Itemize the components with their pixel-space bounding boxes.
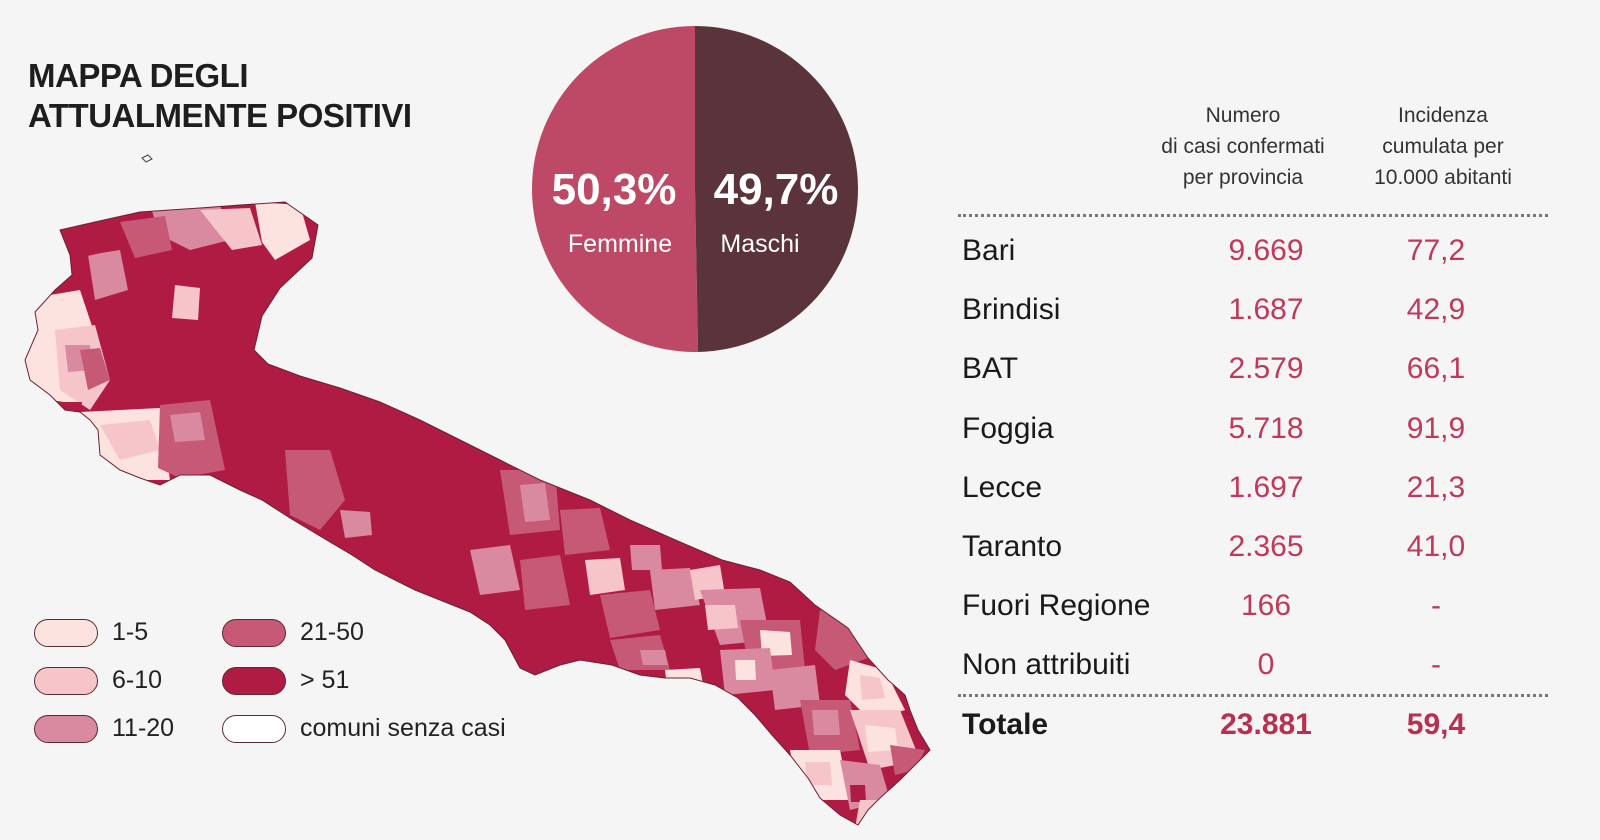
legend-item-1-5: 1-5 xyxy=(34,618,148,647)
legend-swatch xyxy=(34,666,98,695)
pie-slice-male xyxy=(695,26,858,352)
table-row: Bari 9.669 77,2 xyxy=(958,234,1558,284)
province-cases: 166 xyxy=(1240,589,1292,622)
province-name: Brindisi xyxy=(962,293,1061,326)
legend-label: 6-10 xyxy=(112,666,163,694)
province-cases: 1.697 xyxy=(1228,471,1304,504)
legend-item-over-51: > 51 xyxy=(222,666,349,695)
province-name: Lecce xyxy=(962,471,1043,504)
legend-swatch xyxy=(222,666,286,695)
gender-pie: 50,3% Femmine 49,7% Maschi xyxy=(531,26,858,353)
header-divider xyxy=(958,214,1548,217)
table-row: Taranto 2.365 41,0 xyxy=(958,530,1558,580)
table-row: Fuori Regione 166 - xyxy=(958,589,1558,639)
male-percent: 49,7% xyxy=(714,165,839,214)
province-name: Fuori Regione xyxy=(962,589,1151,622)
province-incidence: 21,3 xyxy=(1406,471,1466,504)
total-cases: 23.881 xyxy=(1220,708,1312,741)
province-incidence: 41,0 xyxy=(1406,530,1466,563)
province-incidence: - xyxy=(1431,648,1441,681)
province-name: Taranto xyxy=(962,530,1063,563)
legend-swatch xyxy=(222,618,286,647)
province-cases: 2.365 xyxy=(1228,530,1304,563)
legend-swatch xyxy=(34,714,98,743)
column-header-incidence: Incidenza cumulata per 10.000 abitanti xyxy=(1374,104,1512,189)
province-cases: 2.579 xyxy=(1228,352,1304,385)
province-name: Foggia xyxy=(962,412,1054,445)
legend-label: 21-50 xyxy=(300,618,364,646)
legend-swatch xyxy=(222,714,286,743)
province-cases: 1.687 xyxy=(1228,293,1304,326)
province-cases: 0 xyxy=(1257,648,1275,681)
female-percent: 50,3% xyxy=(552,165,677,214)
table-row-total: Totale 23.881 59,4 xyxy=(958,708,1558,758)
province-incidence: 77,2 xyxy=(1406,234,1466,267)
province-name: BAT xyxy=(962,352,1019,385)
legend-item-6-10: 6-10 xyxy=(34,666,162,695)
map-title: MAPPA DEGLI ATTUALMENTE POSITIVI xyxy=(28,56,412,136)
table-row: Non attribuiti 0 - xyxy=(958,648,1558,698)
total-label: Totale xyxy=(962,708,1049,741)
province-cases: 9.669 xyxy=(1228,234,1304,267)
province-name: Bari xyxy=(962,234,1016,267)
title-line-2: ATTUALMENTE POSITIVI xyxy=(28,97,412,134)
female-label: Femmine xyxy=(568,230,672,258)
tremiti-islands xyxy=(141,154,153,163)
legend-label: > 51 xyxy=(300,666,350,694)
legend-label: 11-20 xyxy=(112,714,175,742)
legend-item-no-cases: comuni senza casi xyxy=(222,714,506,743)
male-label: Maschi xyxy=(720,230,799,258)
province-name: Non attribuiti xyxy=(962,648,1131,681)
total-incidence: 59,4 xyxy=(1406,708,1466,741)
legend-label: 1-5 xyxy=(112,618,149,646)
region-outline xyxy=(24,201,931,826)
legend-item-11-20: 11-20 xyxy=(34,714,174,743)
province-incidence: - xyxy=(1431,589,1441,622)
province-incidence: 91,9 xyxy=(1406,412,1466,445)
total-divider xyxy=(958,694,1548,697)
province-cases: 5.718 xyxy=(1228,412,1304,445)
province-incidence: 66,1 xyxy=(1406,352,1466,385)
legend-item-21-50: 21-50 xyxy=(222,618,364,647)
legend-swatch xyxy=(34,618,98,647)
pie-slice-female xyxy=(531,26,699,353)
province-incidence: 42,9 xyxy=(1406,293,1466,326)
table-row: Foggia 5.718 91,9 xyxy=(958,412,1558,462)
table-row: BAT 2.579 66,1 xyxy=(958,352,1558,402)
title-line-1: MAPPA DEGLI xyxy=(28,57,249,94)
table-row: Brindisi 1.687 42,9 xyxy=(958,293,1558,343)
table-row: Lecce 1.697 21,3 xyxy=(958,471,1558,521)
legend-label: comuni senza casi xyxy=(300,714,506,742)
column-header-cases: Numero di casi confermati per provincia xyxy=(1161,104,1325,189)
